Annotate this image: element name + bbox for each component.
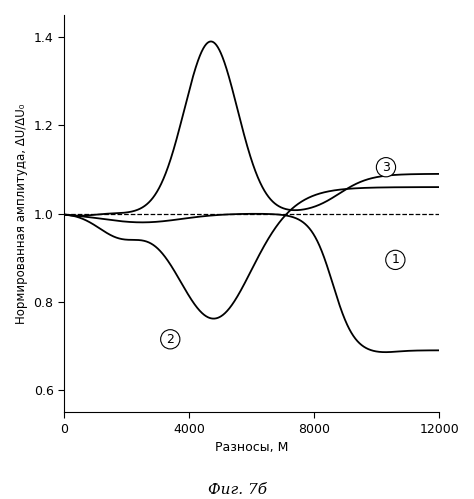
Text: 3: 3 bbox=[382, 161, 390, 174]
Text: 1: 1 bbox=[392, 253, 399, 266]
Y-axis label: Нормированная амплитуда, ΔU/ΔU₀: Нормированная амплитуда, ΔU/ΔU₀ bbox=[15, 103, 28, 324]
Text: Фиг. 7б: Фиг. 7б bbox=[208, 483, 266, 497]
X-axis label: Разносы, М: Разносы, М bbox=[215, 441, 288, 454]
Text: 2: 2 bbox=[166, 333, 174, 346]
